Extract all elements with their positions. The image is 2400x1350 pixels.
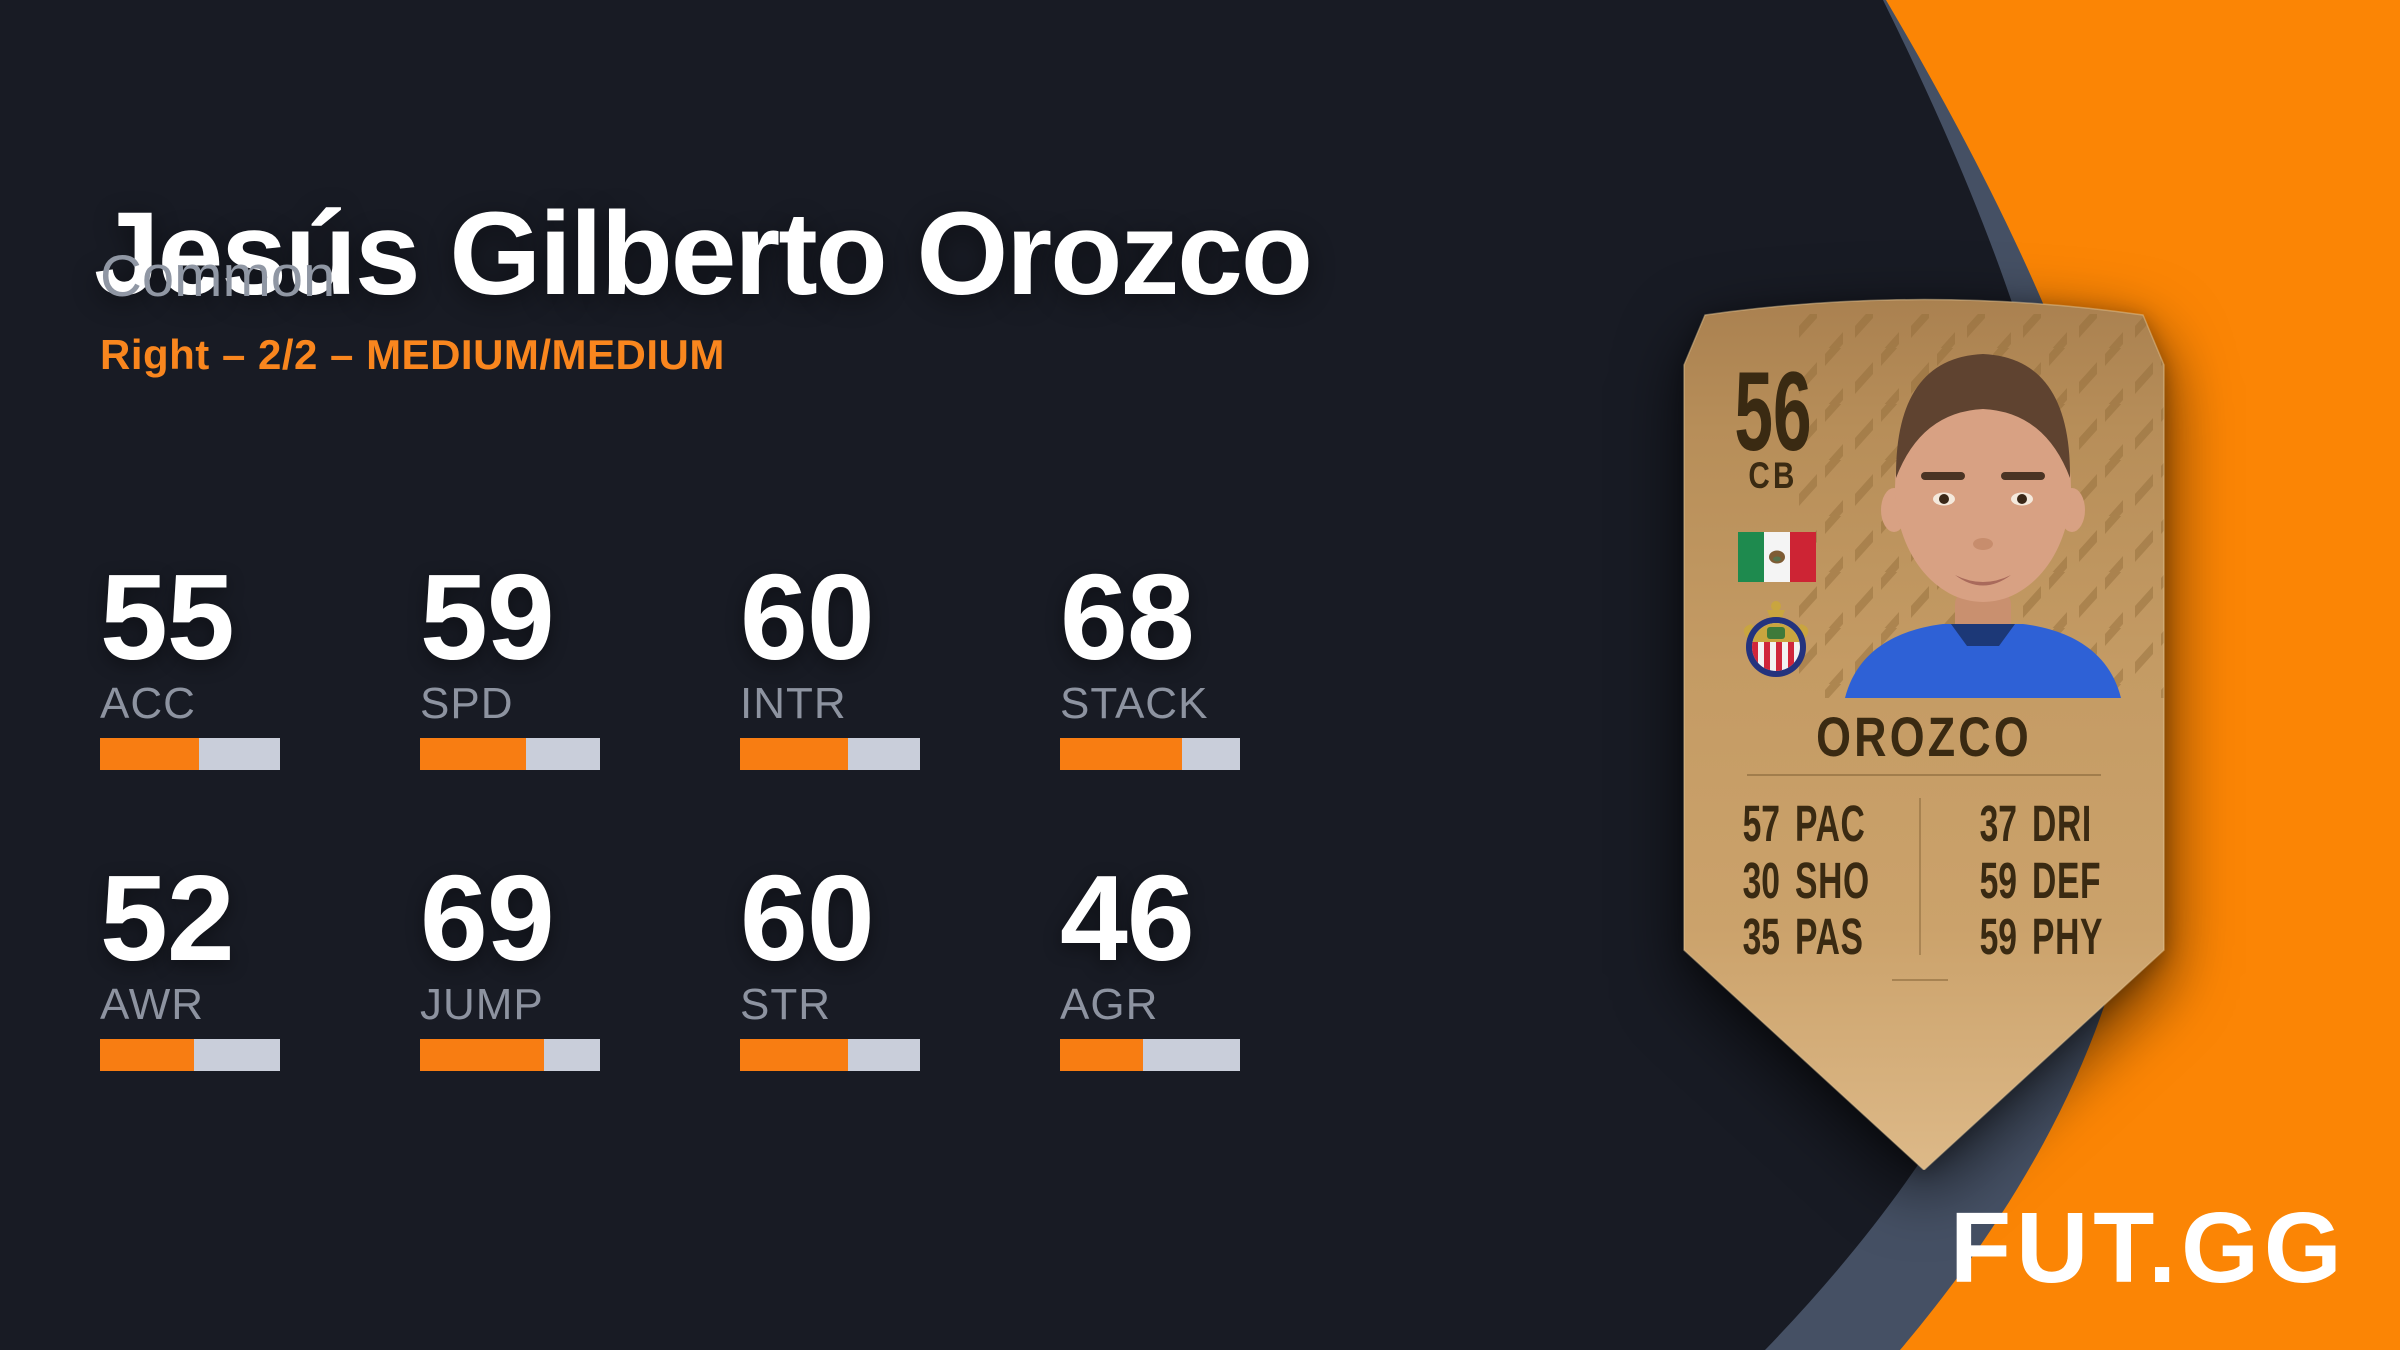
attribute-value: 55 bbox=[100, 549, 235, 685]
player-meta-line: Right – 2/2 – MEDIUM/MEDIUM bbox=[100, 331, 725, 378]
attribute-cell-str: 60 STR bbox=[740, 857, 1060, 1158]
attribute-bar bbox=[1060, 738, 1240, 770]
attribute-value: 52 bbox=[100, 850, 235, 986]
attribute-bar-fill bbox=[740, 738, 848, 770]
card-player-name: OROZCO bbox=[1816, 705, 2032, 768]
card-stat-value: 30 bbox=[1743, 853, 1780, 910]
attribute-bar bbox=[100, 738, 280, 770]
attribute-bar bbox=[420, 738, 600, 770]
card-stat-label: PHY bbox=[2032, 909, 2103, 966]
attribute-label: STACK bbox=[1060, 679, 1209, 728]
card-stat-label: DEF bbox=[2032, 853, 2101, 910]
card-stat-value: 59 bbox=[1980, 909, 2017, 966]
mexico-flag-icon bbox=[1738, 532, 1816, 582]
attribute-label: SPD bbox=[420, 679, 514, 728]
attribute-value: 60 bbox=[740, 549, 875, 685]
attribute-bar bbox=[420, 1039, 600, 1071]
attribute-label: ACC bbox=[100, 679, 196, 728]
attribute-label: JUMP bbox=[420, 980, 544, 1029]
attribute-cell-awr: 52 AWR bbox=[100, 857, 420, 1158]
card-stat-label: SHO bbox=[1795, 853, 1870, 910]
attribute-cell-intr: 60 INTR bbox=[740, 556, 1060, 857]
page-title: Jesús Gilberto Orozco bbox=[94, 188, 1313, 321]
player-hair bbox=[1895, 354, 2071, 478]
card-stat-label: DRI bbox=[2032, 796, 2092, 853]
attribute-value: 69 bbox=[420, 850, 555, 986]
attribute-cell-spd: 59 SPD bbox=[420, 556, 740, 857]
attribute-bar bbox=[100, 1039, 280, 1071]
player-card: 56 CB bbox=[1683, 292, 2165, 1170]
player-photo bbox=[1845, 354, 2121, 698]
card-stats: 57 PAC 30 SHO 35 PAS 37 DRI 59 DEF 59 PH… bbox=[1743, 796, 2103, 966]
attribute-bar-fill bbox=[100, 738, 199, 770]
attribute-bar bbox=[740, 1039, 920, 1071]
card-stat-value: 57 bbox=[1743, 796, 1780, 853]
attribute-bar-fill bbox=[1060, 1039, 1143, 1071]
attribute-value: 46 bbox=[1060, 850, 1195, 986]
attribute-bar bbox=[1060, 1039, 1240, 1071]
attribute-label: STR bbox=[740, 980, 831, 1029]
rarity-label: Common bbox=[100, 244, 336, 309]
card-rating: 56 bbox=[1734, 349, 1811, 474]
card-edge-highlight bbox=[1683, 298, 2165, 1170]
card-stat-label: PAS bbox=[1795, 909, 1864, 966]
attribute-label: AGR bbox=[1060, 980, 1159, 1029]
attribute-value: 60 bbox=[740, 850, 875, 986]
chivas-guadalajara-badge-icon bbox=[1743, 601, 1809, 677]
card-position: CB bbox=[1748, 456, 1797, 497]
attribute-bar-fill bbox=[1060, 738, 1183, 770]
card-stat-value: 37 bbox=[1980, 796, 2017, 853]
card-stat-value: 35 bbox=[1743, 909, 1780, 966]
attribute-label: INTR bbox=[740, 679, 847, 728]
attribute-value: 68 bbox=[1060, 549, 1195, 685]
attribute-value: 59 bbox=[420, 549, 555, 685]
attribute-bar-fill bbox=[740, 1039, 848, 1071]
attribute-cell-jump: 69 JUMP bbox=[420, 857, 740, 1158]
attribute-bar bbox=[740, 738, 920, 770]
attribute-label: AWR bbox=[100, 980, 205, 1029]
attribute-bar-fill bbox=[420, 738, 527, 770]
player-shirt bbox=[1845, 624, 2121, 698]
futgg-logo: FUT.GG bbox=[1950, 1192, 2347, 1304]
attributes-grid: 55 ACC 59 SPD 60 INTR 68 STACK 52 AWR 69… bbox=[100, 556, 1380, 1158]
card-stat-value: 59 bbox=[1980, 853, 2017, 910]
attribute-bar-fill bbox=[420, 1039, 545, 1071]
attribute-cell-stack: 68 STACK bbox=[1060, 556, 1380, 857]
attribute-cell-acc: 55 ACC bbox=[100, 556, 420, 857]
player-face bbox=[1895, 374, 2071, 602]
card-stat-label: PAC bbox=[1795, 796, 1866, 853]
attribute-bar-fill bbox=[100, 1039, 194, 1071]
orange-panel bbox=[1886, 0, 2400, 1350]
attribute-cell-agr: 46 AGR bbox=[1060, 857, 1380, 1158]
